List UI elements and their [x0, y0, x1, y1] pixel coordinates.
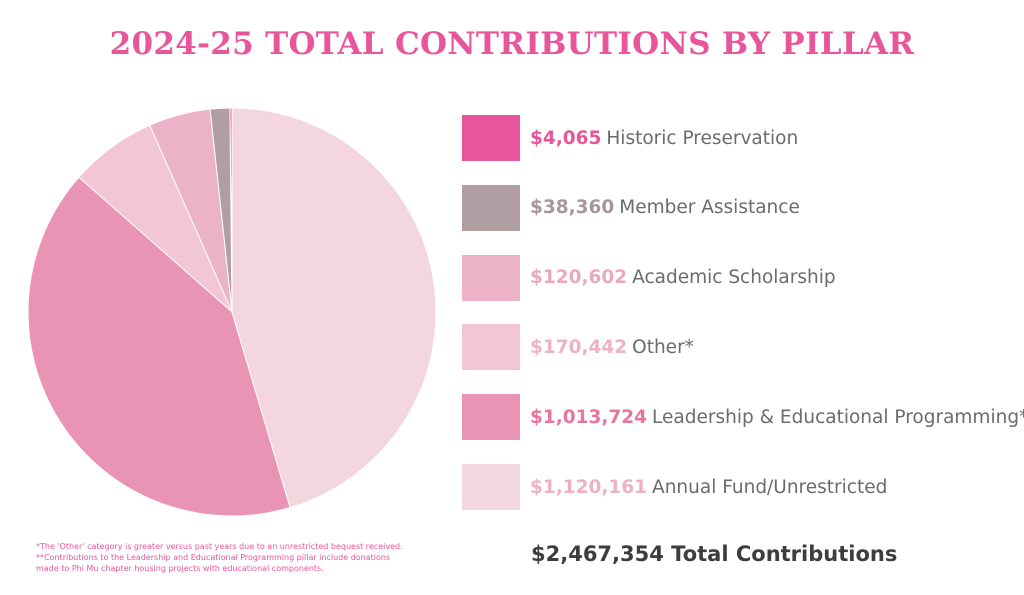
legend-amount: $120,602: [530, 267, 628, 289]
legend-item: $1,013,724 Leadership & Educational Progr…: [462, 393, 1024, 441]
legend-text: $170,442 Other*: [530, 337, 694, 358]
footnote-leadership-2: made to Phi Mu chapter housing projects …: [36, 564, 324, 573]
footnotes: *The 'Other' category is greater versus …: [36, 541, 456, 574]
legend-text: $120,602 Academic Scholarship: [530, 267, 836, 288]
legend-text: $4,065 Historic Preservation: [530, 128, 798, 149]
footnote-leadership-1: **Contributions to the Leadership and Ed…: [36, 553, 391, 562]
legend-label: Other*: [632, 336, 694, 358]
legend-amount: $1,013,724: [530, 406, 648, 428]
total-contributions: $2,467,354 Total Contributions: [531, 542, 897, 566]
legend-text: $1,013,724 Leadership & Educational Progr…: [530, 407, 1024, 428]
chart-title: 2024-25 TOTAL CONTRIBUTIONS BY PILLAR: [109, 26, 915, 62]
legend-amount: $4,065: [530, 127, 602, 149]
legend-amount: $170,442: [530, 336, 628, 358]
legend-label: Academic Scholarship: [632, 267, 836, 289]
legend-label: Member Assistance: [619, 197, 800, 219]
legend-swatch: [462, 324, 520, 371]
pie-slice-leadership-educational-programming: [27, 176, 291, 517]
footnote-other: *The 'Other' category is greater versus …: [36, 542, 403, 551]
pie-slice-annual-fund-unrestricted: [231, 107, 437, 509]
legend-swatch: [462, 464, 520, 510]
legend-label: Annual Fund/Unrestricted: [652, 476, 888, 498]
legend-item: $170,442 Other*: [462, 323, 694, 371]
total-label: Total Contributions: [671, 542, 898, 566]
legend-swatch: [462, 184, 520, 231]
legend-item: $38,360 Member Assistance: [462, 184, 800, 232]
legend-item: $120,602 Academic Scholarship: [462, 254, 836, 302]
legend-item: $4,065 Historic Preservation: [462, 114, 798, 162]
legend-item: $1,120,161 Annual Fund/Unrestricted: [462, 463, 887, 511]
legend-label: Leadership & Educational Programming**: [652, 406, 1024, 428]
legend-swatch: [462, 254, 520, 301]
legend-text: $1,120,161 Annual Fund/Unrestricted: [530, 477, 887, 498]
total-amount: $2,467,354: [531, 542, 664, 566]
legend-text: $38,360 Member Assistance: [530, 197, 800, 218]
legend-swatch: [462, 394, 520, 441]
legend-amount: $1,120,161: [530, 476, 648, 498]
legend-label: Historic Preservation: [606, 127, 799, 149]
legend-swatch: [462, 115, 520, 161]
legend-amount: $38,360: [530, 197, 615, 219]
